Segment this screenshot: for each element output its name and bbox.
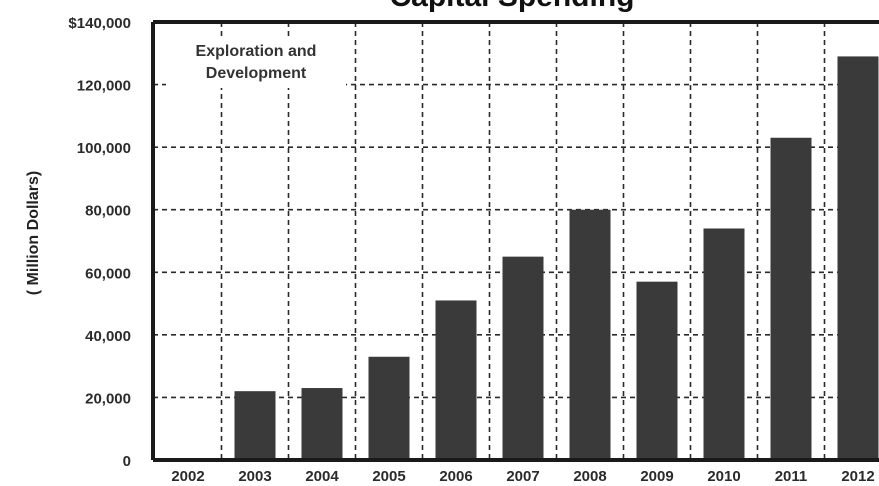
bar-2006 [435, 300, 477, 460]
x-tick-label: 2005 [372, 468, 405, 485]
y-tick-label: 80,000 [85, 203, 131, 220]
bar-2010 [703, 228, 745, 460]
x-tick-label: 2002 [171, 468, 204, 485]
y-tick-label: 0 [123, 453, 131, 470]
y-axis-label-group: ( Million Dollars) [25, 171, 42, 295]
y-tick-label: $140,000 [68, 15, 131, 32]
x-tick-label: 2007 [506, 468, 539, 485]
x-tick-label: 2009 [640, 468, 673, 485]
annotation-text: Development [206, 65, 307, 82]
x-tick-label: 2006 [439, 468, 472, 485]
x-tick-label: 2008 [573, 468, 606, 485]
y-tick-label: 40,000 [85, 328, 131, 345]
y-tick-label: 100,000 [77, 140, 131, 157]
annotation-text: Exploration and [196, 43, 317, 60]
x-tick-label: 2010 [707, 468, 740, 485]
bar-2003 [234, 391, 276, 460]
x-tick-label: 2003 [238, 468, 271, 485]
bar-2007 [502, 256, 544, 460]
bar-2011 [770, 137, 812, 460]
bar-2008 [569, 209, 611, 460]
x-tick-label: 2011 [775, 468, 808, 485]
bar-2004 [301, 388, 343, 460]
y-tick-label: 60,000 [85, 265, 131, 282]
chart-title: Capital Spending [389, 0, 634, 13]
bar-2009 [636, 281, 678, 460]
y-axis-label: ( Million Dollars) [25, 171, 42, 295]
bar-2012 [837, 56, 879, 461]
bar-2005 [368, 356, 410, 460]
x-tick-label: 2012 [841, 468, 874, 485]
y-tick-label: 120,000 [77, 78, 131, 95]
x-tick-label: 2004 [305, 468, 339, 485]
plot-area: 0 20,000 40,000 60,000 80,000 100,000 120,000 $… [68, 15, 879, 485]
annotation-background [166, 36, 346, 88]
y-tick-label: 20,000 [85, 390, 131, 407]
